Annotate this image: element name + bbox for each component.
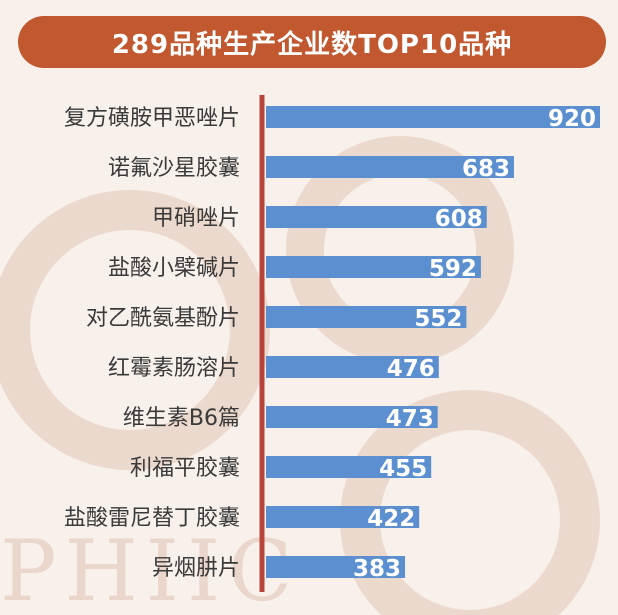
category-label: 甲硝唑片 xyxy=(152,206,240,231)
bar xyxy=(266,256,481,278)
value-label: 592 xyxy=(429,256,477,282)
value-label: 383 xyxy=(353,556,401,582)
deco-ring-left xyxy=(0,190,270,470)
watermark-text: PHIIC xyxy=(0,522,300,615)
bar xyxy=(266,456,432,478)
bar xyxy=(266,306,467,328)
chart-title: 289品种生产企业数TOP10品种 xyxy=(111,29,513,60)
value-label: 476 xyxy=(387,356,435,382)
category-label: 盐酸小檗碱片 xyxy=(108,256,240,281)
value-label: 608 xyxy=(435,206,483,232)
category-label: 维生素B6篇 xyxy=(123,406,240,431)
category-label: 诺氟沙星胶囊 xyxy=(108,156,240,181)
bar xyxy=(266,106,600,128)
value-label: 920 xyxy=(548,106,596,132)
bar xyxy=(266,406,438,428)
value-label: 422 xyxy=(367,506,415,532)
value-label: 683 xyxy=(462,156,510,182)
title-banner: 289品种生产企业数TOP10品种 xyxy=(18,16,606,68)
bar xyxy=(266,206,487,228)
value-label: 455 xyxy=(379,456,427,482)
category-label: 对乙酰氨基酚片 xyxy=(86,306,240,331)
category-label: 复方磺胺甲恶唑片 xyxy=(64,106,240,131)
value-label: 552 xyxy=(414,306,462,332)
bar xyxy=(266,356,439,378)
bar xyxy=(266,506,420,528)
category-label: 利福平胶囊 xyxy=(130,456,240,481)
category-label: 红霉素肠溶片 xyxy=(108,356,240,381)
category-label: 异烟肼片 xyxy=(152,556,240,581)
bar xyxy=(266,556,406,578)
category-label: 盐酸雷尼替丁胶囊 xyxy=(64,506,240,531)
deco-ring-upper-right xyxy=(286,136,514,364)
bar xyxy=(266,156,514,178)
value-label: 473 xyxy=(386,406,434,432)
